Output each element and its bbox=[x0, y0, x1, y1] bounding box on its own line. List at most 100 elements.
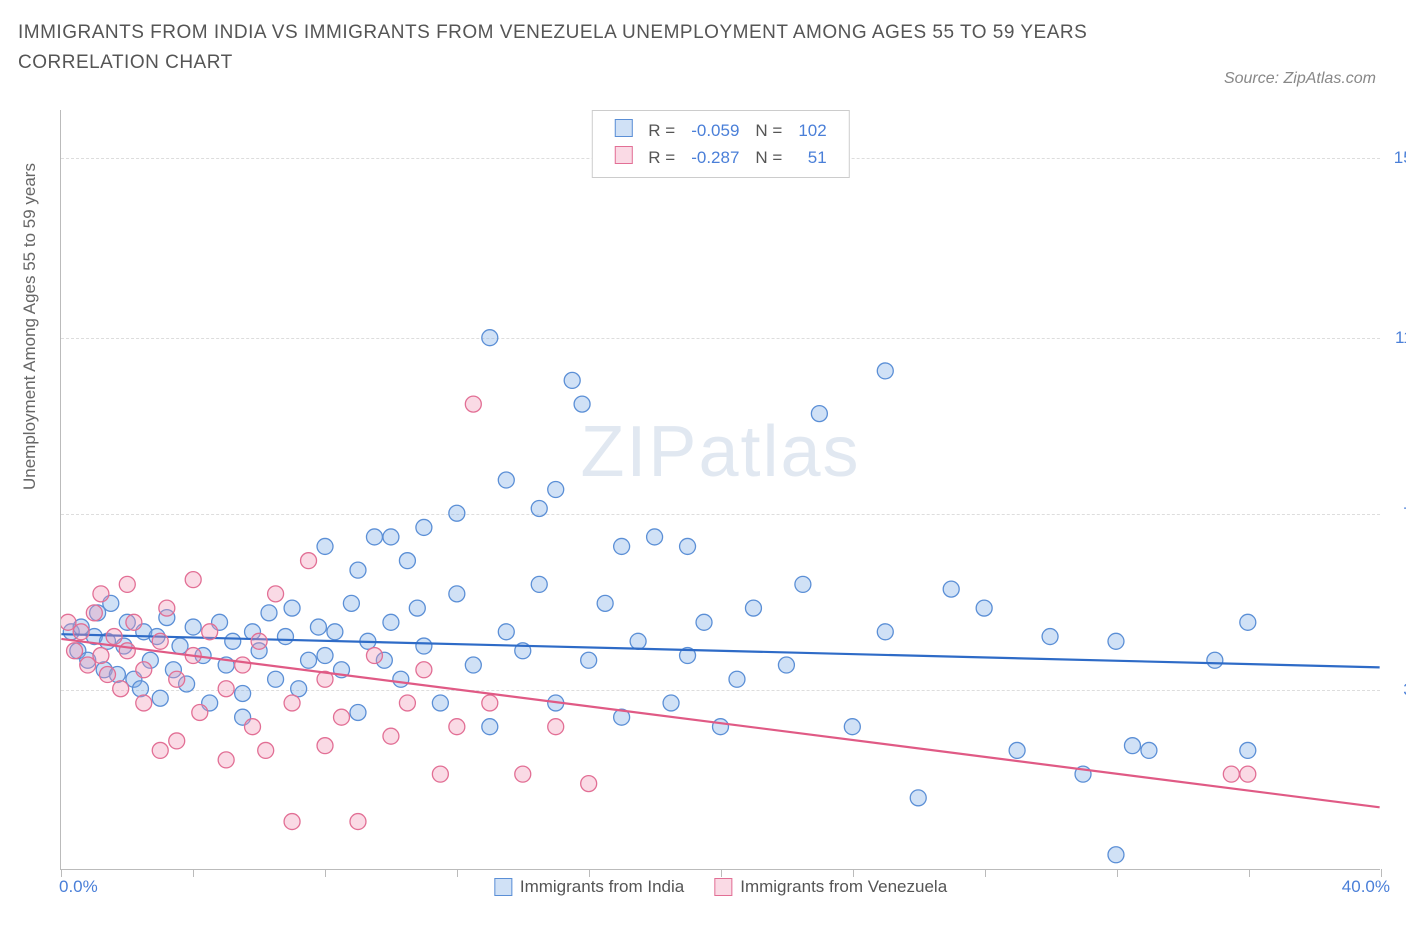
scatter-point bbox=[581, 652, 597, 668]
y-axis-label: Unemployment Among Ages 55 to 59 years bbox=[20, 163, 40, 490]
scatter-point bbox=[680, 538, 696, 554]
scatter-point bbox=[1207, 652, 1223, 668]
legend-n-label: N = bbox=[747, 144, 790, 171]
scatter-point bbox=[729, 671, 745, 687]
scatter-point bbox=[399, 695, 415, 711]
chart-title: IMMIGRANTS FROM INDIA VS IMMIGRANTS FROM… bbox=[18, 18, 1118, 79]
scatter-point bbox=[350, 814, 366, 830]
scatter-point bbox=[383, 529, 399, 545]
scatter-point bbox=[696, 614, 712, 630]
x-tick bbox=[61, 869, 62, 877]
x-tick bbox=[457, 869, 458, 877]
scatter-point bbox=[614, 538, 630, 554]
scatter-point bbox=[132, 681, 148, 697]
scatter-point bbox=[416, 638, 432, 654]
scatter-point bbox=[261, 605, 277, 621]
scatter-point bbox=[548, 719, 564, 735]
scatter-point bbox=[498, 624, 514, 640]
scatter-point bbox=[877, 624, 893, 640]
scatter-point bbox=[531, 500, 547, 516]
scatter-point bbox=[548, 482, 564, 498]
scatter-point bbox=[152, 690, 168, 706]
scatter-point bbox=[343, 595, 359, 611]
legend-row-venezuela: R = -0.287 N = 51 bbox=[606, 144, 834, 171]
scatter-point bbox=[393, 671, 409, 687]
scatter-point bbox=[169, 671, 185, 687]
scatter-point bbox=[1108, 847, 1124, 863]
scatter-point bbox=[647, 529, 663, 545]
x-tick bbox=[1117, 869, 1118, 877]
scatter-point bbox=[1223, 766, 1239, 782]
x-tick bbox=[853, 869, 854, 877]
scatter-point bbox=[366, 529, 382, 545]
scatter-point bbox=[432, 766, 448, 782]
scatter-point bbox=[119, 643, 135, 659]
scatter-point bbox=[218, 752, 234, 768]
scatter-point bbox=[100, 667, 116, 683]
scatter-point bbox=[1009, 742, 1025, 758]
scatter-point bbox=[310, 619, 326, 635]
legend-row-india: R = -0.059 N = 102 bbox=[606, 117, 834, 144]
scatter-point bbox=[119, 576, 135, 592]
scatter-point bbox=[1141, 742, 1157, 758]
legend-label-india: Immigrants from India bbox=[520, 877, 684, 897]
scatter-point bbox=[202, 624, 218, 640]
scatter-point bbox=[218, 681, 234, 697]
scatter-point bbox=[416, 519, 432, 535]
scatter-point bbox=[93, 648, 109, 664]
chart-plot-area: ZIPatlas R = -0.059 N = 102 R = -0.287 N… bbox=[60, 110, 1380, 870]
series-legend: Immigrants from India Immigrants from Ve… bbox=[494, 877, 947, 897]
x-tick bbox=[325, 869, 326, 877]
scatter-point bbox=[581, 776, 597, 792]
scatter-point bbox=[185, 572, 201, 588]
scatter-point bbox=[284, 600, 300, 616]
scatter-point bbox=[192, 704, 208, 720]
legend-label-venezuela: Immigrants from Venezuela bbox=[740, 877, 947, 897]
legend-item-venezuela: Immigrants from Venezuela bbox=[714, 877, 947, 897]
legend-n-venezuela: 51 bbox=[790, 144, 834, 171]
scatter-point bbox=[277, 629, 293, 645]
scatter-point bbox=[136, 662, 152, 678]
scatter-point bbox=[383, 614, 399, 630]
scatter-point bbox=[126, 614, 142, 630]
x-tick bbox=[589, 869, 590, 877]
scatter-point bbox=[465, 396, 481, 412]
scatter-point bbox=[73, 624, 89, 640]
scatter-point bbox=[811, 406, 827, 422]
scatter-point bbox=[169, 733, 185, 749]
scatter-point bbox=[301, 652, 317, 668]
scatter-point bbox=[67, 643, 83, 659]
scatter-point bbox=[449, 505, 465, 521]
scatter-point bbox=[1108, 633, 1124, 649]
scatter-svg bbox=[61, 110, 1380, 869]
scatter-point bbox=[432, 695, 448, 711]
scatter-point bbox=[334, 709, 350, 725]
y-tick-label: 15.0% bbox=[1394, 148, 1406, 168]
scatter-point bbox=[482, 695, 498, 711]
scatter-point bbox=[574, 396, 590, 412]
scatter-point bbox=[416, 662, 432, 678]
legend-r-label: R = bbox=[640, 117, 683, 144]
scatter-point bbox=[1240, 766, 1256, 782]
swatch-venezuela bbox=[614, 146, 632, 164]
legend-r-india: -0.059 bbox=[683, 117, 747, 144]
x-tick bbox=[985, 869, 986, 877]
scatter-point bbox=[663, 695, 679, 711]
scatter-point bbox=[482, 330, 498, 346]
scatter-point bbox=[1124, 738, 1140, 754]
scatter-point bbox=[399, 553, 415, 569]
scatter-point bbox=[225, 633, 241, 649]
scatter-point bbox=[258, 742, 274, 758]
scatter-point bbox=[136, 695, 152, 711]
scatter-point bbox=[185, 619, 201, 635]
scatter-point bbox=[409, 600, 425, 616]
legend-item-india: Immigrants from India bbox=[494, 877, 684, 897]
scatter-point bbox=[1042, 629, 1058, 645]
x-tick bbox=[1381, 869, 1382, 877]
scatter-point bbox=[86, 605, 102, 621]
scatter-point bbox=[159, 600, 175, 616]
scatter-point bbox=[1240, 614, 1256, 630]
scatter-point bbox=[268, 671, 284, 687]
scatter-point bbox=[291, 681, 307, 697]
scatter-point bbox=[449, 586, 465, 602]
